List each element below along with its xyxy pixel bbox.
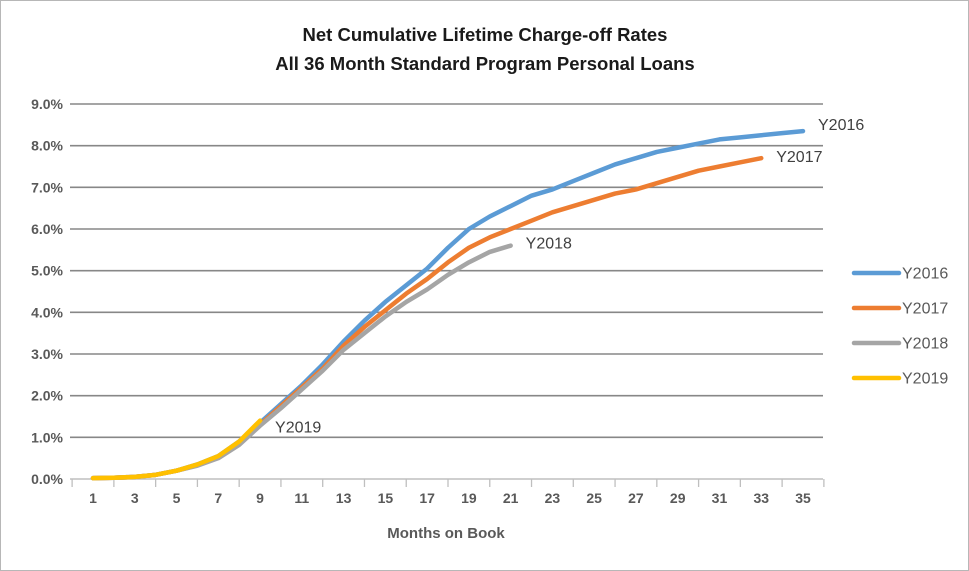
legend-item-y2016: Y2016 (851, 266, 948, 283)
series-lines (90, 128, 806, 481)
x-axis-title: Months on Book (387, 525, 505, 542)
x-tick-label: 1 (89, 490, 97, 506)
x-tick-label: 11 (294, 490, 309, 506)
x-tick-label: 19 (461, 490, 477, 506)
x-tick-label: 15 (378, 490, 394, 506)
series-line-y2019 (90, 418, 263, 481)
y-tick-label: 0.0% (31, 471, 63, 487)
series-end-label-y2018: Y2018 (526, 236, 572, 253)
series-end-labels: Y2016 Y2017 Y2018 Y2019 (275, 117, 864, 437)
x-tick-label: 33 (753, 490, 769, 506)
x-tick-label: 29 (670, 490, 686, 506)
x-tick-label: 27 (628, 490, 644, 506)
y-tick-label: 1.0% (31, 429, 63, 445)
x-tick-label: 9 (256, 490, 264, 506)
x-tick-label: 25 (586, 490, 602, 506)
y-tick-label: 3.0% (31, 346, 63, 362)
axis-tick-labels: 0.0% 1.0% 2.0% 3.0% 4.0% 5.0% 6.0% 7.0% 8.0% 9.0%… (31, 96, 811, 506)
series-line-y2016 (90, 128, 806, 481)
series-line-y2018 (90, 243, 513, 481)
x-tick-label: 21 (503, 490, 519, 506)
legend-item-y2017: Y2017 (851, 301, 948, 318)
series-end-label-y2019: Y2019 (275, 420, 321, 437)
y-tick-label: 5.0% (31, 263, 63, 279)
x-tick-label: 23 (545, 490, 561, 506)
chart-subtitle: All 36 Month Standard Program Personal L… (275, 53, 694, 74)
x-tick-label: 7 (214, 490, 222, 506)
x-axis (70, 478, 825, 487)
y-tick-label: 9.0% (31, 96, 63, 112)
gridlines (70, 103, 823, 439)
legend-label-y2016: Y2016 (902, 266, 948, 283)
y-tick-label: 2.0% (31, 388, 63, 404)
y-tick-label: 6.0% (31, 221, 63, 237)
series-end-label-y2016: Y2016 (818, 117, 864, 134)
y-tick-label: 8.0% (31, 138, 63, 154)
x-tick-label: 5 (173, 490, 181, 506)
legend-item-y2019: Y2019 (851, 371, 948, 388)
y-tick-label: 7.0% (31, 179, 63, 195)
chart-title: Net Cumulative Lifetime Charge-off Rates (303, 24, 668, 45)
x-tick-label: 35 (795, 490, 811, 506)
legend-label-y2017: Y2017 (902, 301, 948, 318)
y-tick-label: 4.0% (31, 304, 63, 320)
x-tick-label: 17 (419, 490, 435, 506)
legend: Y2016 Y2017 Y2018 Y2019 (851, 266, 948, 388)
series-line-y2017 (90, 155, 764, 481)
legend-item-y2018: Y2018 (851, 336, 948, 353)
x-tick-label: 31 (712, 490, 728, 506)
x-tick-label: 3 (131, 490, 139, 506)
legend-label-y2018: Y2018 (902, 336, 948, 353)
legend-label-y2019: Y2019 (902, 371, 948, 388)
series-end-label-y2017: Y2017 (776, 149, 822, 166)
x-tick-label: 13 (336, 490, 352, 506)
